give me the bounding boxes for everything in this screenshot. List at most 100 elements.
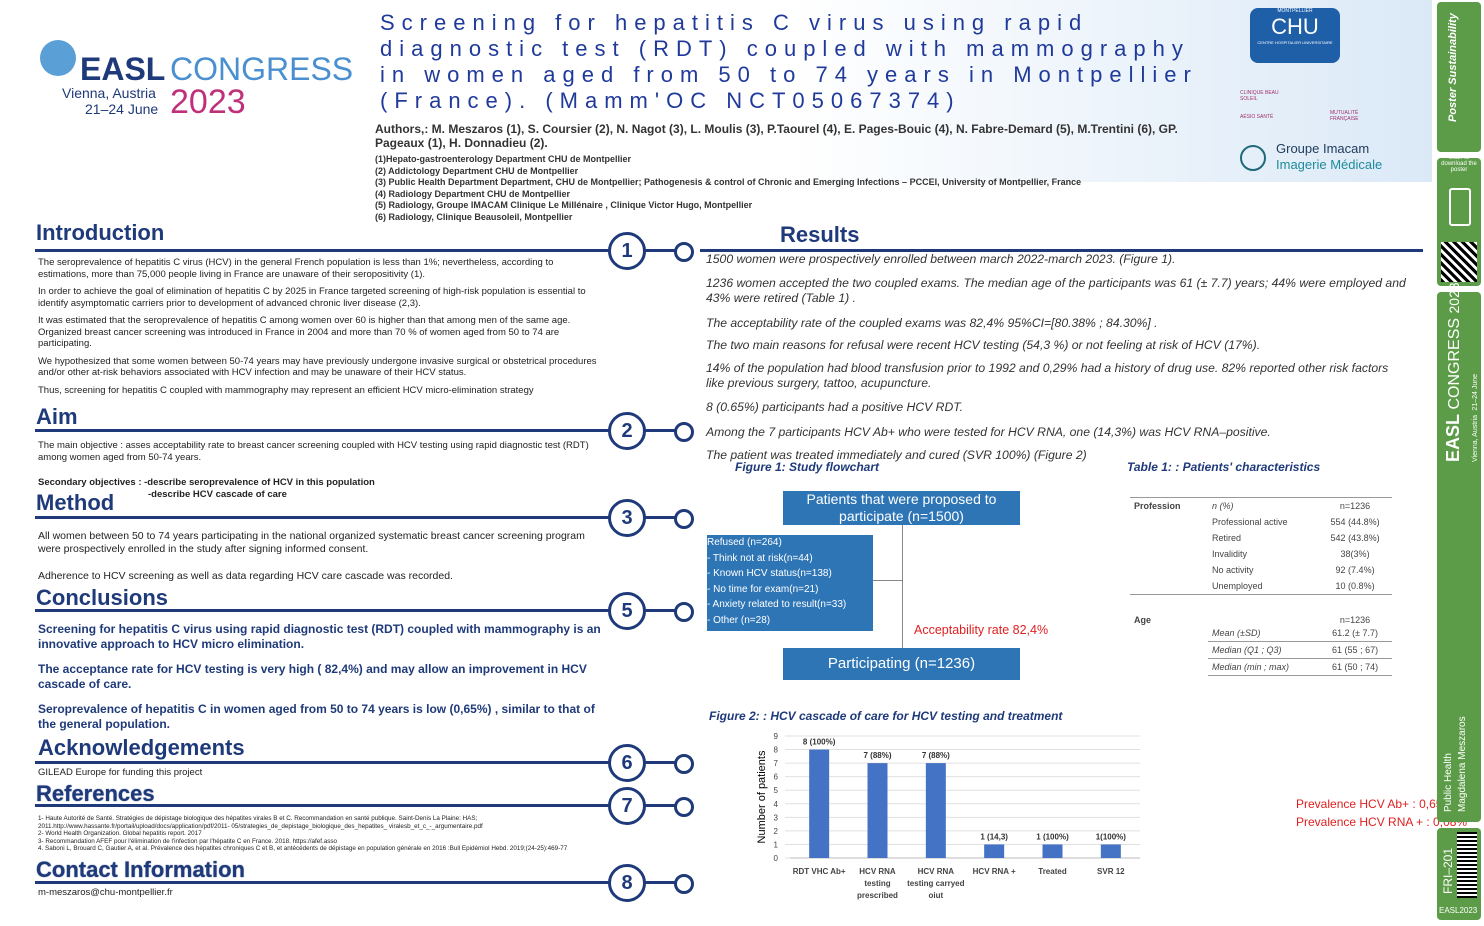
- section-rule: [35, 516, 683, 519]
- imacam-1: Groupe Imacam: [1276, 141, 1370, 156]
- prevalence-line: Prevalence HCV RNA + : 0,08%: [1296, 815, 1468, 829]
- section-dot: [674, 754, 694, 774]
- chart-svg: Number of patients 0 1 2 3 4 5 6 7 8 9 8 (100%) 7 (8…: [756, 732, 1140, 863]
- table-cell: 61.2 (± 7.7): [1318, 624, 1392, 642]
- authors: Authors,: M. Meszaros (1), S. Coursier (…: [375, 122, 1178, 150]
- paragraph: The acceptance rate for HCV testing is v…: [38, 662, 587, 691]
- affiliation: (3) Public Health Department Department,…: [375, 177, 1082, 187]
- sb-author: Magdalena Meszaros: [1457, 716, 1468, 812]
- sidebar-code: FRI–201 EASL2023: [1437, 828, 1481, 920]
- x-tick-label: HCV RNA testing carryed oiut: [907, 867, 965, 900]
- chu-text: CHU: [1271, 14, 1319, 39]
- figure1-title: Figure 1: Study flowchart: [735, 460, 880, 474]
- table-cell: Professional active: [1212, 517, 1288, 527]
- sb-year: 2023: [1446, 282, 1462, 314]
- paragraph: The seroprevalence of hepatitis C virus …: [38, 257, 554, 280]
- section-rule: [35, 429, 683, 432]
- imacam-icon: [1240, 145, 1266, 171]
- table-row: Unemployed 10 (0.8%): [1130, 578, 1392, 595]
- paragraph: 1- Haute Autorité de Santé. Stratégies d…: [38, 815, 483, 830]
- section-title: Conclusions: [36, 585, 169, 610]
- table-cell: Profession: [1134, 501, 1181, 511]
- y-tick-label: 4: [774, 800, 779, 809]
- table-cell: 92 (7.4%): [1335, 565, 1375, 575]
- figure2-title: Figure 2: : HCV cascade of care for HCV …: [709, 709, 1063, 723]
- table-cell: [1130, 530, 1208, 546]
- sb-tag: EASL2023: [1439, 906, 1478, 915]
- section-dot: [674, 422, 694, 442]
- title: Screening for hepatitis C virus using ra…: [380, 10, 1198, 113]
- paragraph: -describe HCV cascade of care: [148, 488, 287, 500]
- result-paragraph: 1236 women accepted the two coupled exam…: [706, 276, 1406, 305]
- refused-item: - Known HCV status(n=138): [707, 568, 832, 579]
- x-tick-label: RDT VHC Ab+: [792, 867, 846, 876]
- section-number: 8: [608, 864, 646, 902]
- chu-top: MONTPELLIER: [1277, 8, 1313, 14]
- table-cell: Retired: [1212, 533, 1242, 543]
- sidebar-congress: EASL CONGRESS 2023 Vienna, Austria 21–24…: [1437, 282, 1482, 822]
- table-cell: [1130, 514, 1208, 530]
- y-tick-label: 7: [774, 759, 779, 768]
- section-title: Aim: [36, 404, 78, 429]
- bar: [984, 844, 1005, 858]
- section-dot: [674, 797, 694, 817]
- table-cell: n=1236: [1339, 614, 1371, 625]
- table-row: No activity 92 (7.4%): [1130, 562, 1392, 578]
- section-title: Introduction: [36, 220, 165, 245]
- section-number: 6: [608, 744, 646, 782]
- flow-line: [902, 525, 903, 648]
- logo-congress: CONGRESS: [170, 51, 354, 87]
- table-cell: [1130, 625, 1208, 642]
- refused-item: - Think not at risk(n=44): [707, 552, 813, 564]
- section-number: 1: [608, 232, 646, 270]
- section-number: 3: [608, 499, 646, 537]
- value-label: 1(100%): [1096, 832, 1127, 841]
- result-paragraph: 8 (0.65%) participants had a positive HC…: [706, 400, 963, 414]
- acceptability: Acceptability rate 82,4%: [914, 623, 1049, 637]
- sidebar-logo: EASL CONGRESS 2023 Vienna, Austria 21–24…: [1443, 282, 1482, 462]
- y-tick-label: 8: [774, 746, 779, 755]
- x-tick-label: HCV RNA +: [972, 867, 1016, 876]
- affiliation: (1)Hepato-gastroenterology Department CH…: [375, 154, 632, 164]
- sb-dates: 21–24 June: [1472, 373, 1479, 411]
- chu-logo: MONTPELLIER CHU CENTRE HOSPITALIER UNIVE…: [1250, 8, 1340, 63]
- results-title: Results: [780, 222, 860, 247]
- qr-code: [1441, 242, 1477, 282]
- section-rule: [35, 881, 683, 884]
- section-number: 5: [608, 592, 646, 630]
- table-cell: [1130, 578, 1208, 595]
- flow-branch: [873, 580, 902, 581]
- affiliation: (4) Radiology Department CHU de Montpell…: [375, 188, 571, 199]
- paragraph: It was estimated that the seroprevalence…: [38, 315, 571, 349]
- paragraph: The main objective : asses acceptability…: [38, 440, 589, 463]
- section-title: Acknowledgements: [38, 735, 245, 760]
- y-tick-label: 6: [774, 773, 779, 782]
- bar: [867, 763, 888, 858]
- paragraph: Secondary objectives : -describe seropre…: [38, 477, 375, 488]
- section-dot: [674, 509, 694, 529]
- flow-participating: Participating (n=1236): [783, 648, 1020, 680]
- refused-item: - Other (n=28): [707, 614, 771, 626]
- section-body: The seroprevalence of hepatitis C virus …: [38, 257, 603, 402]
- table-cell: 10 (0.8%): [1335, 581, 1375, 591]
- y-tick-label: 1: [774, 840, 779, 849]
- chu-sub: CENTRE HOSPITALIER UNIVERSITAIRE: [1257, 40, 1333, 45]
- y-tick-label: 0: [774, 854, 779, 863]
- result-paragraph: The patient was treated immediately and …: [706, 448, 1087, 462]
- logo-year: 2023: [170, 83, 246, 121]
- clinique-logo: CLINIQUE BEAU SOLEIL AÉSIO SANTÉ MUTUALI…: [1240, 90, 1370, 130]
- table-cell: 61 (50 ; 74): [1318, 658, 1392, 676]
- section-rule: [35, 804, 683, 807]
- logo-location: Vienna, Austria: [62, 85, 156, 101]
- y-tick-label: 3: [774, 813, 779, 822]
- sb-congress: CONGRESS: [1446, 317, 1463, 410]
- section-dot: [674, 874, 694, 894]
- section-dot: [674, 602, 694, 622]
- refused-item: - Anxiety related to result(n=33): [707, 599, 847, 610]
- table-cell: Age: [1134, 614, 1152, 625]
- result-paragraph: The acceptability rate of the coupled ex…: [706, 316, 1158, 330]
- bar: [809, 749, 830, 858]
- table-cell: n=1236: [1339, 501, 1371, 511]
- value-label: 7 (88%): [863, 751, 891, 760]
